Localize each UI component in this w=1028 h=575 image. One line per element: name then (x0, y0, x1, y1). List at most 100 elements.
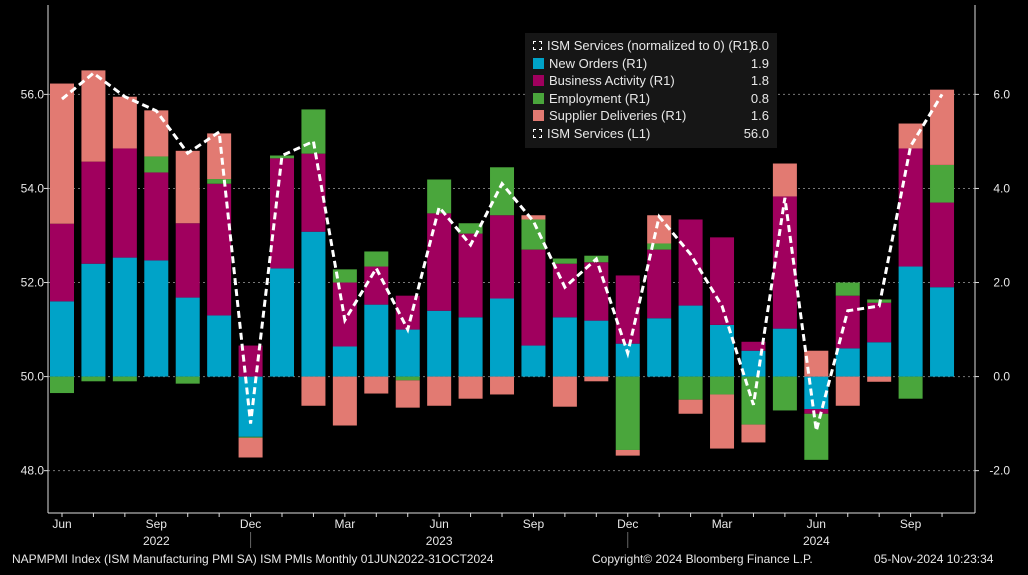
bar-segment-business-activity (301, 153, 326, 232)
x-tick-label: Jun (52, 517, 71, 531)
bar-segment-business-activity (804, 409, 829, 414)
bar-segment-business-activity (898, 148, 923, 267)
bar-segment-new-orders (301, 231, 326, 377)
bar-segment-new-orders (207, 315, 232, 377)
bar-segment-business-activity (50, 223, 74, 302)
bar-segment-new-orders (930, 287, 955, 377)
footer-copyright: Copyright© 2024 Bloomberg Finance L.P. (592, 552, 813, 566)
bar-segment-employment (898, 376, 923, 399)
legend-item: New Orders (R1) 1.9 (533, 55, 769, 72)
bar-segment-employment (270, 155, 295, 159)
color-swatch-icon (533, 92, 544, 104)
bar-segment-supplier-deliveries (867, 376, 892, 382)
bar-segment-new-orders (898, 266, 923, 377)
bar-segment-supplier-deliveries (50, 83, 74, 224)
bar-segment-business-activity (584, 262, 609, 321)
legend-item: ISM Services (normalized to 0) (R1) 6.0 (533, 37, 769, 54)
legend-label: New Orders (R1) (549, 55, 648, 71)
bar-segment-employment (710, 376, 735, 395)
legend-value: 1.8 (750, 73, 769, 88)
bar-segment-new-orders (867, 342, 892, 377)
dashed-line-icon (533, 41, 542, 50)
bar-segment-new-orders (521, 345, 546, 377)
bar-segment-employment (647, 243, 672, 250)
right-tick-label: 4.0 (993, 181, 1010, 195)
right-tick-label: 6.0 (993, 87, 1010, 101)
bar-segment-new-orders (835, 348, 860, 377)
x-year-label: 2023 (426, 534, 453, 548)
bar-segment-supplier-deliveries (364, 376, 389, 394)
bar-segment-employment (364, 251, 389, 267)
left-tick-label: 56.0 (21, 87, 45, 101)
bar-segment-new-orders (772, 328, 797, 377)
left-tick-label: 48.0 (21, 464, 45, 478)
bar-segment-new-orders (238, 376, 263, 437)
bar-segment-supplier-deliveries (552, 376, 577, 407)
bar-segment-supplier-deliveries (710, 394, 735, 449)
bar-segment-supplier-deliveries (301, 376, 326, 406)
right-tick-label: 2.0 (993, 276, 1010, 290)
bar-segment-employment (490, 167, 515, 216)
bar-segment-employment (81, 376, 106, 382)
bar-segment-new-orders (144, 260, 169, 377)
bar-segment-employment (615, 376, 640, 450)
bar-segment-business-activity (741, 341, 766, 351)
bar-segment-employment (332, 269, 357, 283)
footer-timestamp: 05-Nov-2024 10:23:34 (874, 552, 994, 566)
bar-segment-business-activity (112, 148, 137, 258)
x-tick-label: Jun (807, 517, 826, 531)
bar-segment-employment (395, 376, 420, 381)
bar-segment-employment (930, 164, 955, 203)
bar-segment-new-orders (615, 343, 640, 377)
bar-segment-new-orders (364, 304, 389, 377)
bar-segment-new-orders (175, 297, 200, 377)
bar-segment-business-activity (867, 302, 892, 343)
bar-segment-business-activity (175, 223, 200, 298)
bar-segment-business-activity (270, 158, 295, 269)
x-tick-label: Sep (523, 517, 545, 531)
bar-segment-business-activity (710, 237, 735, 325)
color-swatch-icon (533, 75, 544, 86)
left-tick-label: 50.0 (21, 370, 45, 384)
bar-segment-employment (804, 413, 829, 460)
bar-segment-business-activity (427, 213, 452, 311)
bar-segment-supplier-deliveries (647, 215, 672, 244)
bar-segment-new-orders (678, 305, 703, 377)
dashed-line-icon (533, 128, 542, 138)
bar-segment-supplier-deliveries (144, 110, 169, 157)
bar-segment-employment (238, 436, 263, 438)
bar-segment-employment (678, 376, 703, 400)
bar-segment-business-activity (615, 275, 640, 344)
x-year-label: 2024 (803, 534, 830, 548)
bar-segment-new-orders (458, 317, 483, 377)
bar-segment-new-orders (584, 320, 609, 377)
legend-value: 6.0 (750, 38, 769, 53)
bar-segment-employment (175, 376, 200, 384)
bar-segment-business-activity (521, 249, 546, 346)
bar-segment-supplier-deliveries (584, 376, 609, 382)
legend: ISM Services (normalized to 0) (R1) 6.0 Ne… (525, 33, 777, 148)
x-tick-label: Dec (240, 517, 261, 531)
bar-segment-new-orders (112, 257, 137, 377)
bar-segment-business-activity (490, 215, 515, 299)
bar-segment-supplier-deliveries (175, 150, 200, 224)
bar-segment-business-activity (647, 249, 672, 319)
bar-segment-supplier-deliveries (678, 399, 703, 414)
bar-segment-new-orders (270, 268, 295, 377)
legend-item: Business Activity (R1) 1.8 (533, 72, 769, 89)
x-year-label: 2022 (143, 534, 170, 548)
bar-segment-supplier-deliveries (332, 376, 357, 426)
legend-value: 1.9 (750, 55, 769, 71)
bar-segment-employment (50, 376, 74, 394)
legend-value: 56.0 (743, 125, 769, 141)
bar-segment-supplier-deliveries (772, 163, 797, 197)
legend-item: Employment (R1) 0.8 (533, 90, 769, 107)
color-swatch-icon (533, 110, 544, 121)
bar-segment-business-activity (144, 172, 169, 261)
bar-segment-employment (207, 179, 232, 184)
bar-segment-new-orders (50, 301, 74, 377)
x-tick-label: Sep (146, 517, 168, 531)
left-tick-label: 52.0 (21, 276, 45, 290)
color-swatch-icon (533, 57, 544, 69)
